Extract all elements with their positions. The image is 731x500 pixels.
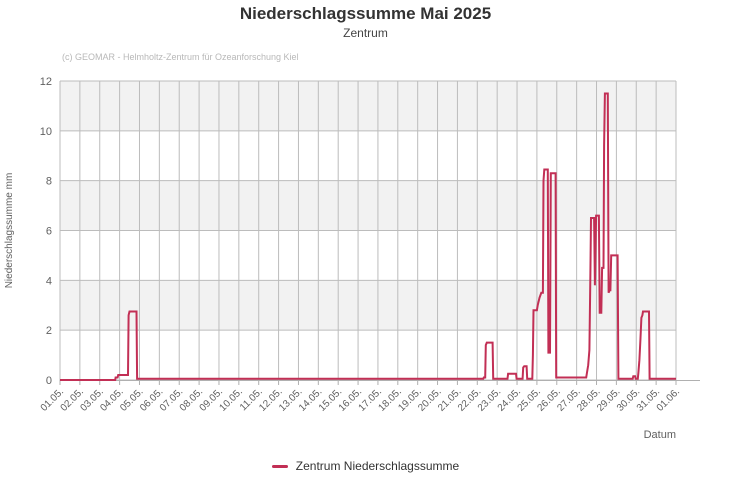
credits-text: (c) GEOMAR - Helmholtz-Zentrum für Ozean…: [62, 52, 299, 62]
y-tick-label: 2: [46, 325, 52, 337]
y-tick-label: 10: [40, 126, 52, 138]
y-tick-label: 8: [46, 176, 52, 188]
plot-band: [60, 180, 676, 231]
y-tick-label: 12: [40, 76, 52, 88]
plot-band: [60, 81, 676, 131]
plot-band: [60, 280, 676, 331]
x-axis-title: Datum: [644, 429, 676, 441]
legend-marker-icon: [271, 464, 288, 468]
legend-item[interactable]: Zentrum Niederschlagssumme: [0, 459, 731, 473]
y-axis-title: Niederschlagssumme mm: [4, 173, 15, 289]
y-tick-label: 6: [46, 226, 52, 238]
chart-title: Niederschlagssumme Mai 2025: [239, 4, 492, 23]
x-tick-label: 01.06.: [655, 386, 682, 413]
series-line: [60, 92, 676, 381]
chart-subtitle: Zentrum: [343, 26, 388, 40]
y-tick-label: 4: [46, 275, 52, 287]
legend-label: Zentrum Niederschlagssumme: [295, 459, 460, 473]
y-tick-label: 0: [46, 375, 52, 387]
